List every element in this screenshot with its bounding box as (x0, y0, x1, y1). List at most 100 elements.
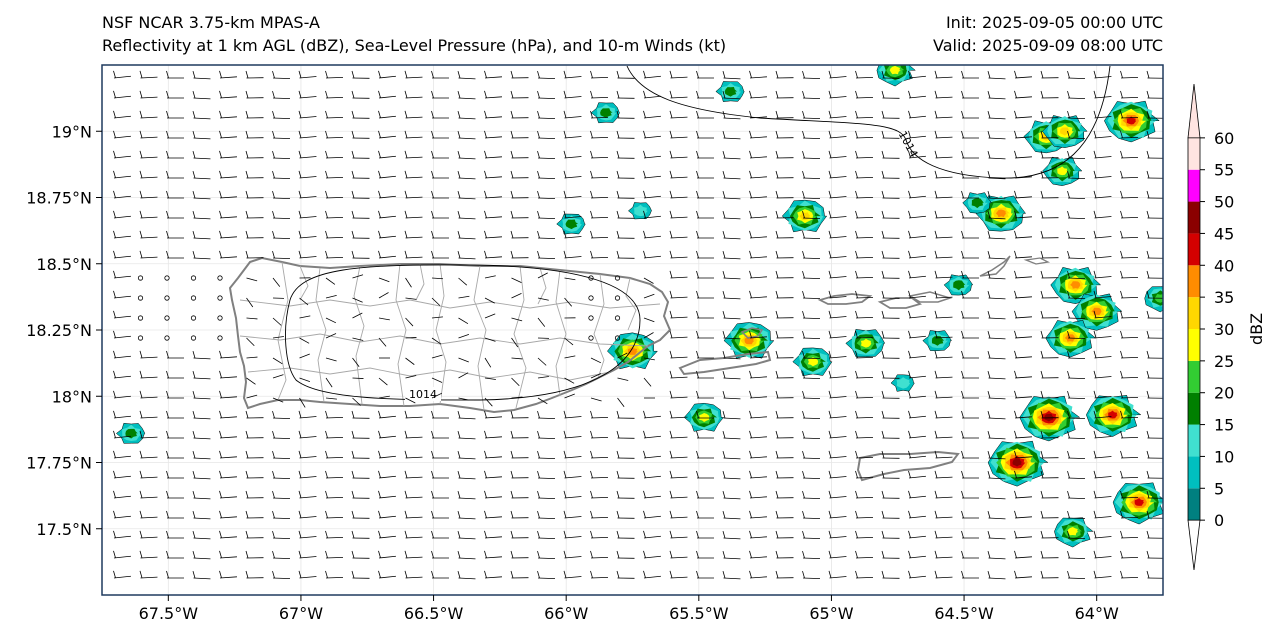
wind-barb-104 (749, 110, 767, 119)
wind-barb-202 (166, 170, 184, 179)
wind-barb-519 (1146, 310, 1163, 319)
wind-barb-54 (484, 90, 502, 99)
wind-barb-888 (325, 510, 344, 519)
wind-barb-219 (616, 170, 635, 179)
wind-barb-582 (696, 350, 714, 359)
wind-barb-184 (749, 150, 767, 159)
wind-barb-865 (775, 490, 794, 499)
cell-6-level-3 (565, 219, 579, 230)
wind-barb-484 (217, 315, 223, 321)
wind-barb-344 (749, 230, 767, 239)
wind-barb-61 (669, 90, 688, 99)
wind-barb-972 (431, 550, 449, 559)
wind-barb-978 (590, 550, 609, 559)
wind-barb-286 (272, 210, 291, 219)
wind-barb-592 (961, 350, 979, 359)
wind-barb-637 (1093, 370, 1112, 379)
wind-barb-923 (192, 530, 211, 540)
wind-barb-554 (1014, 330, 1032, 339)
wind-barb-434 (1014, 270, 1032, 279)
wind-barb-693 (457, 410, 476, 420)
wind-barb-627 (828, 370, 847, 379)
wind-barb-6 (272, 70, 291, 79)
wind-barb-111 (934, 110, 953, 119)
wind-barb-327 (298, 230, 317, 239)
wind-barb-473 (987, 290, 1006, 300)
wind-barb-980 (643, 550, 661, 559)
wind-barb-822 (696, 470, 714, 479)
wind-barb-835 (1040, 470, 1059, 479)
wind-barb-1019 (616, 570, 635, 579)
wind-barb-355 (1040, 230, 1059, 239)
wind-barb-950 (908, 530, 926, 539)
wind-barb-871 (934, 490, 953, 499)
wind-barb-331 (404, 230, 423, 239)
wind-barb-593 (987, 350, 1006, 360)
wind-barb-838 (1120, 470, 1139, 479)
wind-barb-426 (802, 270, 821, 279)
lat-tick-label-3: 18.25°N (26, 321, 92, 340)
wind-barb-132 (431, 130, 449, 139)
wind-barb-526 (272, 336, 284, 339)
wind-barb-318 (1120, 210, 1139, 219)
wind-barb-120 (113, 130, 131, 139)
wind-barb-14 (484, 70, 502, 79)
wind-barb-700 (643, 410, 661, 419)
wind-barb-461 (669, 290, 688, 299)
wind-barb-448 (325, 294, 337, 299)
wind-barb-424 (749, 270, 767, 279)
wind-barb-266 (802, 190, 821, 199)
wind-barb-445 (246, 297, 254, 308)
wind-barb-930 (378, 530, 396, 539)
wind-barb-669 (881, 390, 900, 399)
wind-barb-439 (1146, 270, 1163, 279)
wind-barb-973 (457, 550, 476, 560)
wind-barb-808 (325, 470, 344, 479)
graticule (102, 65, 1163, 595)
wind-barb-952 (961, 530, 979, 539)
wind-barb-427 (828, 270, 847, 279)
wind-barb-175 (510, 150, 529, 159)
wind-barb-861 (669, 490, 688, 499)
wind-barb-129 (351, 130, 370, 139)
wind-barb-312 (961, 210, 979, 219)
wind-barb-619 (617, 377, 629, 381)
storm-cell-19 (1050, 267, 1102, 304)
wind-barb-745 (775, 430, 794, 439)
wind-barb-726 (272, 430, 291, 439)
wind-barb-152 (961, 130, 979, 139)
wind-barb-737 (563, 430, 582, 439)
wind-barb-400 (113, 270, 131, 279)
wind-barb-859 (616, 490, 635, 499)
wind-barb-336 (537, 230, 556, 239)
storm-cell-22 (1104, 100, 1160, 143)
wind-barb-746 (802, 430, 821, 439)
wind-barb-684 (219, 410, 237, 419)
wind-barb-851 (404, 490, 423, 499)
wind-barb-597 (1093, 350, 1112, 359)
wind-barb-378 (590, 250, 609, 259)
wind-barb-548 (855, 330, 874, 339)
wind-barb-110 (908, 110, 926, 119)
wind-barb-238 (1120, 170, 1139, 179)
colorbar-tick-label-11: 55 (1214, 161, 1234, 180)
cell-0-level-7 (627, 346, 638, 355)
wind-barb-401 (137, 275, 144, 281)
wind-barb-364 (219, 250, 237, 259)
wind-barb-957 (1093, 530, 1112, 539)
wind-barb-562 (166, 350, 184, 359)
wind-barb-599 (1146, 350, 1163, 359)
colorbar-tick-label-1: 5 (1214, 479, 1224, 498)
wind-barb-862 (696, 490, 714, 499)
wind-barb-882 (166, 510, 184, 519)
wind-barb-686 (272, 410, 291, 419)
wind-barb-556 (1067, 330, 1086, 339)
wind-barb-1016 (537, 570, 556, 579)
wind-barb-719 (1146, 410, 1163, 419)
wind-barb-812 (431, 470, 449, 479)
wind-barb-505 (775, 310, 794, 319)
wind-barb-916 (1067, 510, 1086, 519)
wind-barb-558 (1120, 330, 1139, 339)
wind-barb-267 (828, 190, 847, 199)
wind-barb-216 (537, 170, 556, 179)
